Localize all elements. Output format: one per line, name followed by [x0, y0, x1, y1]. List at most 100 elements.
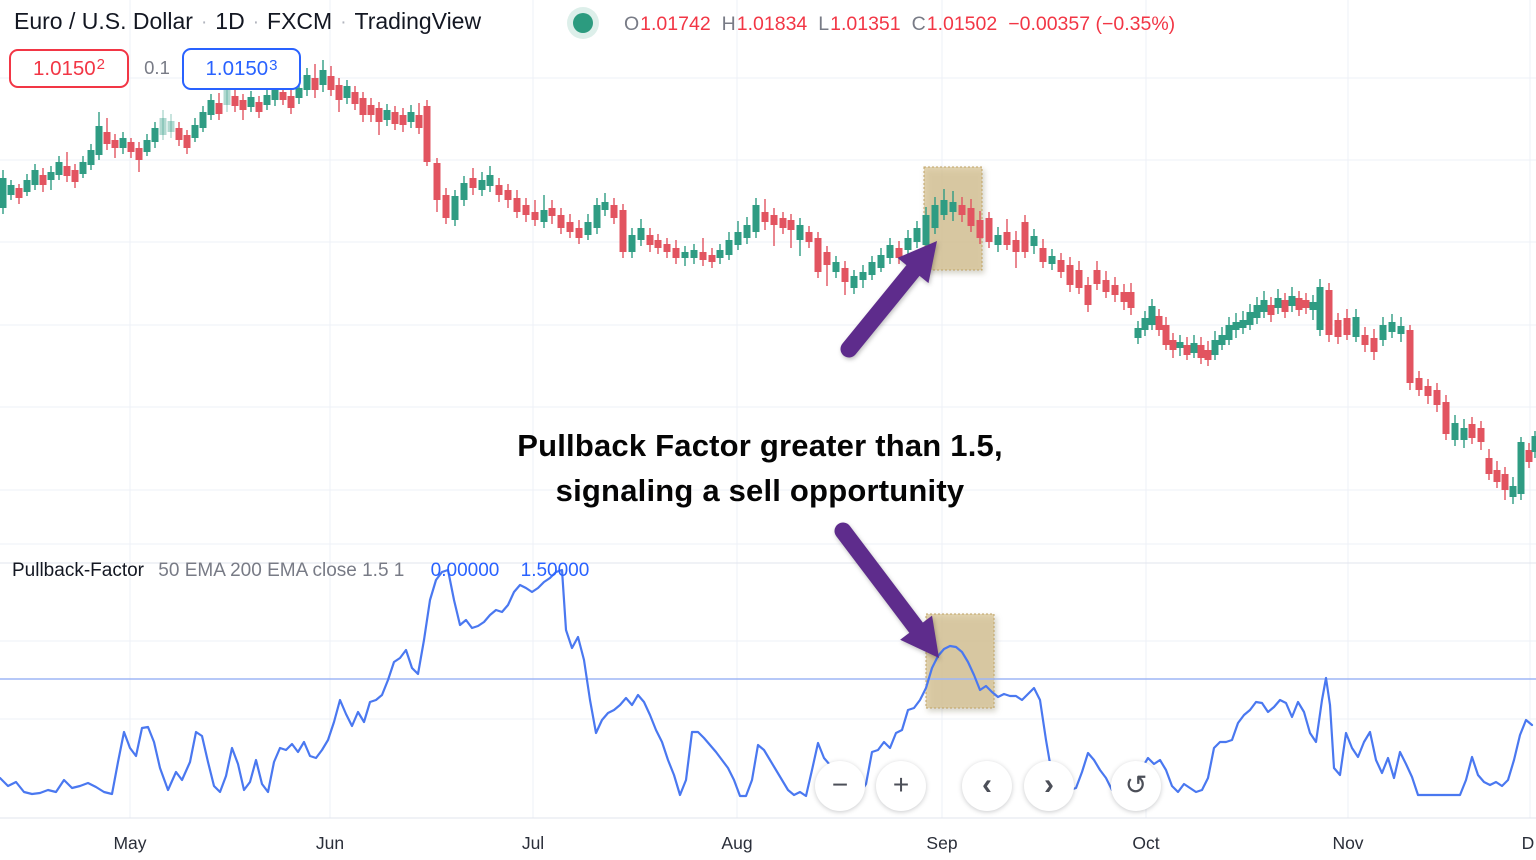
candle-body: [469, 178, 477, 188]
bid-price-pip: 2: [96, 56, 106, 73]
axis-label-jul: Jul: [521, 833, 545, 853]
candle-body: [1531, 436, 1536, 452]
candle-body: [478, 180, 486, 190]
candle-body: [1225, 325, 1233, 340]
arrow-annotations: [834, 241, 939, 658]
candle-body: [504, 190, 512, 200]
indicator-value-high: 1.50000: [520, 560, 590, 581]
bid-price-badge[interactable]: 1.0150 2: [9, 49, 129, 88]
sell-signal-arrow: [834, 522, 929, 641]
candle-body: [654, 240, 662, 248]
ohlc-open-value: 1.01742: [640, 13, 711, 35]
candle-body: [913, 228, 921, 242]
indicator-legend[interactable]: Pullback-Factor 50 EMA 200 EMA close 1.5…: [12, 560, 589, 582]
candle-body: [1039, 248, 1047, 262]
candle-body: [423, 106, 431, 162]
candle-body: [1325, 290, 1333, 335]
candle-body: [143, 140, 151, 152]
candle-body: [175, 128, 183, 140]
candle-body: [31, 170, 39, 185]
candle-body: [610, 205, 618, 218]
interval-label[interactable]: 1D: [215, 8, 245, 34]
candle-body: [1176, 342, 1184, 348]
candle-body: [725, 240, 733, 255]
candle-body: [1048, 256, 1056, 264]
candle-body: [796, 225, 804, 240]
candle-body: [859, 272, 867, 280]
candle-body: [1477, 428, 1485, 442]
candle-body: [47, 172, 55, 180]
symbol-header[interactable]: Euro / U.S. Dollar · 1D · FXCM · TradingView: [14, 8, 481, 35]
ask-price-badge[interactable]: 1.0150 3: [182, 48, 301, 90]
candle-body: [7, 185, 15, 195]
zoom-out-button[interactable]: −: [815, 761, 865, 811]
candle-body: [1302, 300, 1310, 308]
chevron-right-icon: ›: [1044, 768, 1054, 801]
candle-body: [103, 132, 111, 144]
candle-body: [151, 128, 159, 142]
candle-body: [1111, 285, 1119, 295]
candle-body: [841, 268, 849, 282]
candle-body: [672, 248, 680, 258]
candle-body: [976, 220, 984, 238]
candle-body: [1253, 305, 1261, 318]
exchange-label[interactable]: FXCM: [267, 8, 333, 34]
candle-body: [886, 245, 894, 258]
candle-body: [646, 235, 654, 245]
candle-body: [1155, 316, 1163, 330]
candle-body: [1120, 292, 1128, 302]
candle-body: [1442, 402, 1450, 434]
ohlc-low-label: L: [818, 13, 830, 35]
candle-body: [531, 212, 539, 220]
candle-body: [1451, 423, 1459, 440]
candle-body: [877, 255, 885, 268]
scroll-left-button[interactable]: ‹: [962, 761, 1012, 811]
indicator-params: 50 EMA 200 EMA close 1.5 1: [158, 560, 405, 581]
candlestick-series[interactable]: [0, 60, 1536, 504]
candle-body: [1460, 428, 1468, 440]
candle-body: [690, 250, 698, 258]
candle-body: [1424, 386, 1432, 396]
zoom-in-button[interactable]: +: [876, 761, 926, 811]
candle-body: [922, 215, 930, 245]
candle-body: [231, 96, 239, 106]
platform-label[interactable]: TradingView: [354, 8, 482, 34]
indicator-cross-zone[interactable]: [925, 613, 995, 709]
scroll-right-button[interactable]: ›: [1024, 761, 1074, 811]
reset-icon: ↺: [1124, 769, 1148, 800]
candle-body: [383, 110, 391, 120]
candle-body: [1343, 318, 1351, 335]
candle-body: [119, 138, 127, 148]
candle-body: [495, 185, 503, 195]
reset-chart-button[interactable]: ↺: [1111, 761, 1161, 811]
candle-body: [159, 118, 167, 135]
ohlc-open-label: O: [624, 13, 640, 35]
candle-body: [770, 215, 778, 225]
candle-body: [1352, 317, 1360, 337]
candle-body: [415, 115, 423, 128]
axis-label-oct: Oct: [1132, 833, 1160, 853]
candle-body: [1316, 287, 1324, 330]
candle-body: [1468, 424, 1476, 438]
candle-body: [931, 205, 939, 228]
pullback-factor-line[interactable]: [0, 568, 1534, 798]
candle-body: [967, 208, 975, 226]
candle-body: [1397, 326, 1405, 334]
candle-body: [1334, 320, 1342, 337]
symbol-title[interactable]: Euro / U.S. Dollar: [14, 8, 193, 34]
market-status-icon[interactable]: [573, 13, 593, 33]
candle-body: [1493, 470, 1501, 482]
candle-body: [1141, 318, 1149, 330]
candle-body: [734, 232, 742, 245]
candle-body: [1509, 486, 1517, 497]
candle-body: [1309, 302, 1317, 310]
candle-body: [1134, 328, 1142, 338]
candle-body: [904, 238, 912, 250]
ask-price-pip: 3: [269, 56, 278, 74]
candle-body: [1415, 378, 1423, 390]
candle-body: [1295, 298, 1303, 310]
indicator-name[interactable]: Pullback-Factor: [12, 560, 144, 581]
candle-body: [637, 228, 645, 240]
